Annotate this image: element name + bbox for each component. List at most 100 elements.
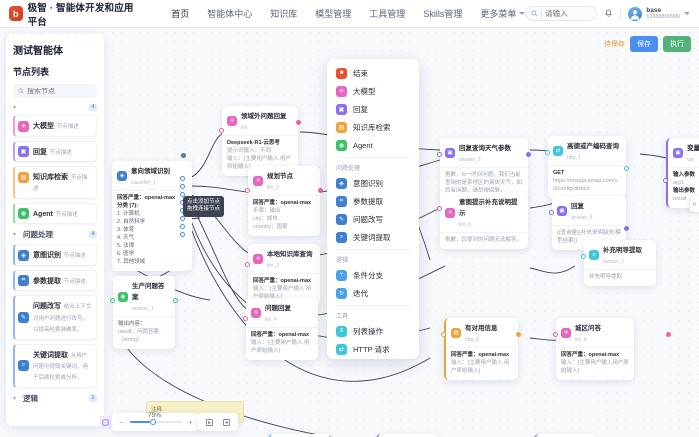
canvas-node[interactable]: ▣ 变量赋值 var_override_2 — [534, 434, 596, 437]
node-port[interactable] — [545, 150, 550, 155]
node-library-item-llm[interactable]: ✳ 大模型 节点描述 — [13, 115, 97, 137]
node-library-item-kb[interactable]: ▤ 知识库检索 节点描述 — [13, 166, 97, 199]
minimap-toggle-button[interactable] — [100, 416, 111, 429]
http-icon: ⇄ — [553, 146, 563, 156]
header-search[interactable] — [525, 6, 598, 21]
node-library-item-reply[interactable]: ▣ 回复 节点描述 — [13, 140, 97, 162]
node-library-item-agent[interactable]: ◉ Agent 节点描述 — [13, 202, 97, 225]
node-port[interactable] — [624, 166, 629, 171]
node-port[interactable] — [437, 152, 442, 157]
dropdown-item-reply[interactable]: ▣ 回复 — [327, 100, 419, 118]
save-button[interactable]: 保存 — [630, 36, 658, 52]
node-port[interactable] — [516, 332, 521, 337]
dropdown-item-llm[interactable]: ✳ 大模型 — [327, 82, 419, 100]
dropdown-item-kb[interactable]: ▤ 知识库检索 — [327, 118, 419, 136]
node-port[interactable] — [110, 298, 115, 303]
canvas-node[interactable]: ▣ 回复查询天气参数 answer_2 抱歉，hi一时间问题，我们当前查询的是某… — [440, 138, 528, 200]
node-library-item-keyword[interactable]: ⌕ 关键词提取 从用户问题中提取关键词，用于后续检索或分析。 — [13, 343, 97, 388]
node-port[interactable] — [173, 298, 178, 303]
node-port[interactable] — [180, 192, 185, 197]
dropdown-item-keyword[interactable]: ⌕ 关键词提取 — [327, 228, 419, 246]
node-body: 输入参数 arg1 输出参数 result — [668, 167, 699, 208]
node-port[interactable] — [549, 210, 554, 215]
canvas-node[interactable]: ✳ 本地知识库查询 llm_3 回答严重：openai-max 输入：{主要用户… — [248, 244, 320, 306]
node-port[interactable] — [245, 262, 250, 267]
node-collapse-port[interactable] — [181, 153, 186, 158]
nav-item-skills-management[interactable]: Skills管理 — [423, 9, 463, 19]
node-port[interactable] — [318, 188, 323, 193]
search-icon — [18, 88, 24, 94]
zoom-slider-handle[interactable] — [149, 418, 156, 425]
search-input[interactable] — [545, 9, 592, 18]
bell-icon[interactable] — [604, 9, 613, 18]
node-group-header-logic[interactable]: ▾ 逻辑 2 — [13, 393, 97, 404]
rewrite-icon: ✎ — [18, 312, 29, 324]
node-port[interactable] — [437, 206, 442, 211]
node-port[interactable] — [219, 128, 224, 133]
brand[interactable]: b 极智 · 智能体开发和应用平台 — [0, 0, 141, 28]
node-group-header[interactable]: ▾ 4 — [13, 104, 97, 111]
dropdown-item-label: 结束 — [353, 68, 368, 78]
dropdown-item-rewrite[interactable]: ✎ 问题改写 — [327, 210, 419, 228]
node-port[interactable] — [624, 226, 629, 231]
node-library-item-intent[interactable]: ◈ 意图识别 节点描述 — [13, 244, 97, 266]
nav-item-home[interactable]: 首页 — [171, 9, 190, 19]
node-search[interactable] — [13, 84, 97, 98]
node-port[interactable] — [553, 332, 558, 337]
canvas-node[interactable]: ✳ 意图提示补充说明提示 llm_5 抱歉，您提到的问题无法解答。 — [440, 192, 528, 249]
dropdown-item-param[interactable]: ⌗ 参数提取 — [327, 192, 419, 210]
dropdown-item-intent[interactable]: ◈ 意图识别 — [327, 174, 419, 192]
dropdown-item-http[interactable]: ⇄ HTTP 请求 — [327, 340, 419, 358]
fit-screen-icon[interactable] — [205, 418, 214, 427]
nav-item-agent-center[interactable]: 智能体中心 — [207, 9, 253, 19]
canvas-node[interactable]: ✳ 规划节点 llm_2 回答严重：openai-max 步骤：输出 city：… — [248, 166, 320, 236]
node-port[interactable] — [180, 232, 185, 237]
node-port[interactable] — [581, 254, 586, 259]
nav-item-tool-management[interactable]: 工具管理 — [369, 9, 406, 19]
canvas-node[interactable]: ✳ 城区问答 llm_6 回答严重：openai-max 输入：{主要用户输入用… — [556, 318, 634, 380]
zoom-in-button[interactable]: + — [188, 417, 193, 427]
dropdown-item-list[interactable]: ≡ 列表操作 — [327, 322, 419, 340]
user-menu[interactable]: base 13888899999 — [628, 6, 690, 21]
node-port[interactable] — [663, 178, 668, 183]
lock-icon[interactable] — [222, 418, 231, 427]
dropdown-item-branch[interactable]: ⑂ 条件分支 — [327, 266, 419, 284]
zoom-slider[interactable]: 75% — [130, 412, 182, 425]
nav-item-model-management[interactable]: 模型管理 — [315, 9, 352, 19]
node-port[interactable] — [441, 332, 446, 337]
canvas-node[interactable]: ≡ 列表操作 list_operation_2 — [268, 434, 330, 437]
run-button[interactable]: 执行 — [663, 36, 691, 52]
node-group-header-problem[interactable]: ▾ 问题处理 4 — [13, 229, 97, 240]
canvas-node[interactable]: ✳ 问题回复 llm_4 回答严重：openai-max 输入：{主要用户输入.… — [246, 298, 318, 360]
avatar — [628, 6, 643, 21]
node-port[interactable] — [180, 176, 185, 181]
zoom-out-button[interactable]: − — [119, 417, 124, 427]
dropdown-item-loop[interactable]: ↻ 迭代 — [327, 284, 419, 302]
node-port[interactable] — [666, 332, 671, 337]
canvas-node[interactable]: ✳ 领域外问题回复 llm Deepseek-R1-云思考 提示词输入：不同 输… — [222, 106, 298, 176]
chevron-down-icon[interactable] — [684, 12, 690, 15]
node-port[interactable] — [243, 316, 248, 321]
canvas-node[interactable]: ◈ 意向领域识别 classifier_1 回答严重：openai-max 分类… — [112, 161, 192, 271]
chevron-down-icon: ▾ — [13, 232, 17, 239]
nav-item-more-menu[interactable]: 更多菜单 — [480, 7, 526, 20]
dropdown-item-agent[interactable]: ◉ Agent — [327, 136, 419, 154]
node-port[interactable] — [245, 188, 250, 193]
node-port[interactable] — [180, 224, 185, 229]
dropdown-item-end[interactable]: ■ 结束 — [327, 64, 419, 82]
node-body: 抱歉，您提到的问题无法解答。 — [440, 232, 528, 249]
collapse-panel-button[interactable]: « — [690, 196, 699, 212]
node-port[interactable] — [180, 184, 185, 189]
node-library-item-rewrite[interactable]: ✎ 问题改写 结合上下文对用户问题进行改写，以提高检索准确率。 — [13, 295, 97, 340]
node-library-item-param[interactable]: ⌗ 参数提取 节点描述 — [13, 269, 97, 292]
node-search-input[interactable] — [27, 87, 92, 95]
canvas-node[interactable]: ▣ 变量赋值 var_override_1 — [376, 434, 438, 437]
canvas-node[interactable]: ▤ 有对用信息 http_2 回答严重：openai-max 输入：{主要用户输… — [444, 318, 518, 380]
node-port[interactable] — [526, 152, 531, 157]
canvas-node[interactable]: ≡ 补充明导提取 human_1 补充明导提取 — [584, 240, 656, 286]
node-port[interactable] — [180, 216, 185, 221]
nav-item-knowledge-base[interactable]: 知识库 — [270, 9, 298, 19]
canvas-node[interactable]: ⇄ 高德或产编码查询 http_1 GET https://restapi.am… — [548, 136, 626, 198]
canvas-node[interactable]: ◉ 生产问题答案 answer_1 输出内容： result：问题答案（stri… — [113, 276, 175, 349]
node-port[interactable] — [296, 120, 301, 125]
